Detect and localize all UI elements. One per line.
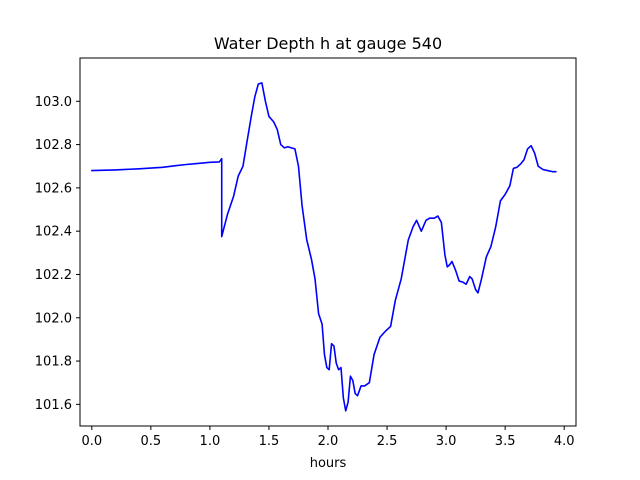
y-tick-label: 102.0	[35, 311, 72, 326]
plot-frame	[79, 57, 577, 427]
axis-layer: 0.0 0.5 1.0 1.5 2.0 2.5 3.0 3.5 4.0 101.6 101.8 102…	[35, 95, 575, 449]
data-layer	[91, 82, 557, 412]
x-tick-label: 3.0	[436, 434, 457, 449]
x-tick-label: 4.0	[554, 434, 575, 449]
y-tick-label: 102.2	[35, 268, 72, 283]
x-axis-label: hours	[310, 456, 347, 471]
x-tick-label: 0.5	[141, 434, 162, 449]
x-tick-label: 2.5	[377, 434, 398, 449]
plot-area	[80, 58, 576, 426]
x-tick-label: 0.0	[81, 434, 102, 449]
y-tick-label: 101.6	[35, 398, 72, 413]
series-line	[91, 82, 557, 412]
y-tick-label: 103.0	[35, 95, 72, 110]
chart-title: Water Depth h at gauge 540	[214, 34, 442, 53]
x-tick-label: 1.5	[259, 434, 280, 449]
x-tick-label: 1.0	[200, 434, 221, 449]
x-tick-label: 3.5	[495, 434, 516, 449]
y-tick-label: 101.8	[35, 355, 72, 370]
x-tick-label: 2.0	[318, 434, 339, 449]
y-tick-label: 102.8	[35, 138, 72, 153]
y-tick-label: 102.4	[35, 225, 72, 240]
y-tick-label: 102.6	[35, 181, 72, 196]
